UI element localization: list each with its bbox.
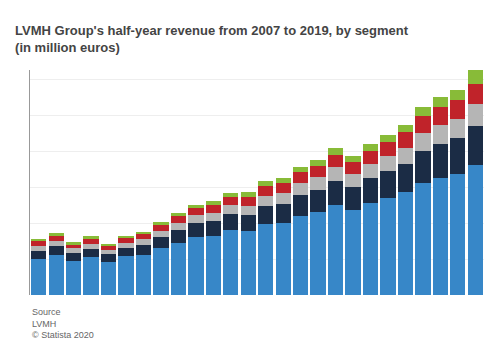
svg-text:SourceLVMH© Statista 2020: SourceLVMH© Statista 2020: [32, 307, 94, 340]
svg-text:LVMH Group's half-year revenue: LVMH Group's half-year revenue from 2007…: [15, 23, 409, 55]
